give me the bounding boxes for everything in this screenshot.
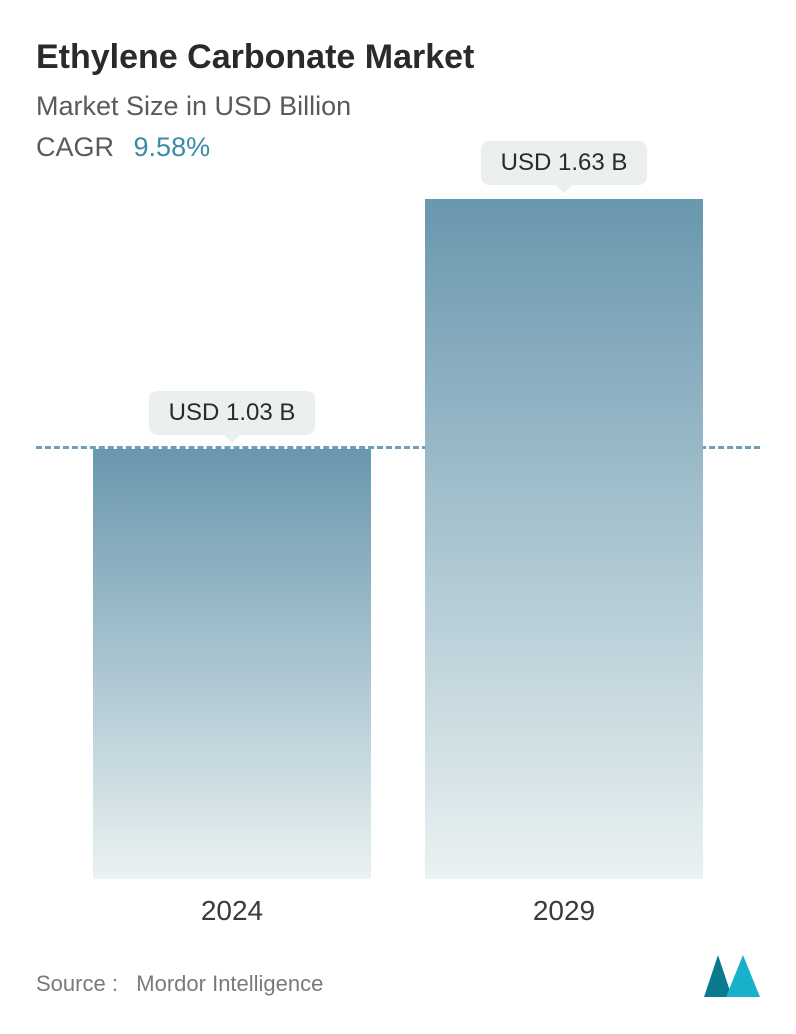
chart-area: USD 1.03 B USD 1.63 B (36, 199, 760, 879)
chart-footer: Source : Mordor Intelligence (36, 927, 760, 997)
bar-2029-value-label: USD 1.63 B (481, 141, 648, 185)
x-axis-labels: 2024 2029 (36, 879, 760, 927)
source-text: Source : Mordor Intelligence (36, 971, 323, 997)
xlabel-1: 2029 (425, 895, 704, 927)
chart-subtitle: Market Size in USD Billion (36, 91, 760, 122)
bar-2029: USD 1.63 B (425, 141, 704, 879)
bar-2029-rect (425, 199, 704, 879)
logo-icon (704, 955, 760, 997)
cagr-value: 9.58% (134, 132, 211, 162)
source-name: Mordor Intelligence (136, 971, 323, 996)
source-label: Source : (36, 971, 118, 996)
bar-2024-value-label: USD 1.03 B (149, 391, 316, 435)
xlabel-0: 2024 (93, 895, 372, 927)
cagr-label: CAGR (36, 132, 114, 162)
chart-title: Ethylene Carbonate Market (36, 38, 760, 77)
bar-2024-rect (93, 449, 372, 879)
bar-2024: USD 1.03 B (93, 391, 372, 879)
chart-card: Ethylene Carbonate Market Market Size in… (0, 0, 796, 1034)
